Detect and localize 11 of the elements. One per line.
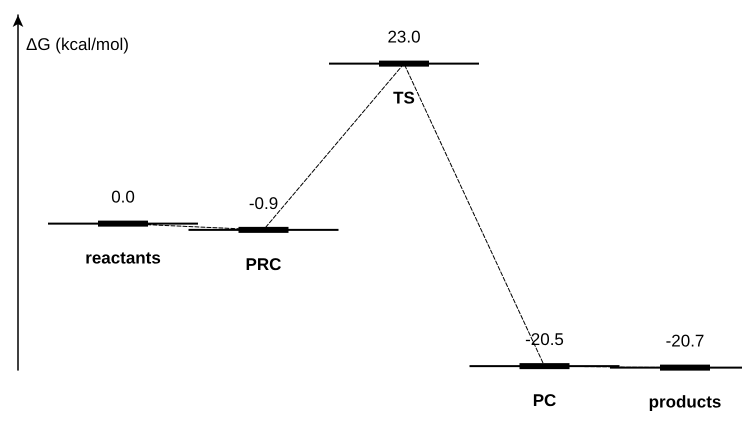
data-label: -20.7 — [666, 332, 704, 351]
data-label: 23.0 — [387, 28, 421, 47]
data-label: 0.0 — [111, 188, 135, 207]
x-tick-label: products — [648, 392, 722, 412]
data-label: -0.9 — [248, 194, 278, 213]
x-tick-label: reactants — [85, 248, 161, 268]
y-axis-title: ΔG (kcal/mol) — [26, 35, 129, 54]
x-tick-label: PC — [532, 391, 556, 410]
data-label: -20.5 — [525, 330, 564, 350]
x-tick-label: TS — [393, 88, 415, 108]
x-tick-label: PRC — [246, 254, 282, 274]
